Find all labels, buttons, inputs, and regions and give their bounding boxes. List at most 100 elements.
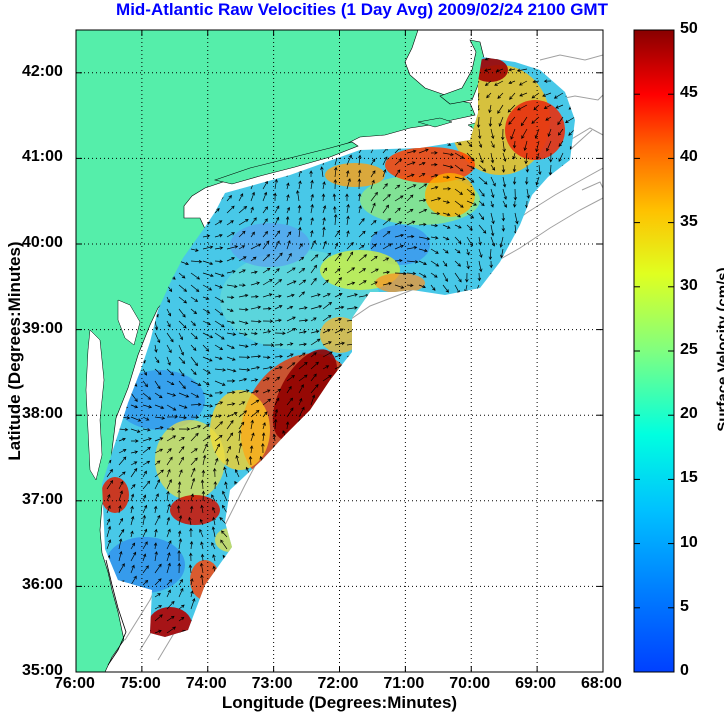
velocity-arrow (454, 212, 461, 218)
velocity-arrow (298, 374, 308, 382)
velocity-arrow (211, 526, 216, 538)
velocity-arrow (322, 301, 333, 310)
velocity-arrow (142, 416, 150, 421)
velocity-arrow (200, 504, 204, 514)
velocity-arrow (525, 164, 530, 173)
velocity-arrow (250, 305, 262, 310)
velocity-arrow (478, 224, 487, 234)
velocity-arrow (118, 456, 127, 466)
velocity-arrow (238, 293, 249, 298)
velocity-arrow (202, 308, 211, 314)
velocity-arrow (225, 457, 230, 466)
velocity-arrow (214, 380, 226, 386)
velocity-arrow (166, 435, 177, 442)
velocity-arrow (214, 272, 225, 277)
velocity-arrow (430, 236, 439, 240)
velocity-arrow (296, 189, 300, 202)
velocity-arrow (466, 164, 476, 170)
velocity-arrow (382, 230, 391, 238)
velocity-arrow (370, 158, 376, 166)
velocity-arrow (466, 212, 475, 219)
velocity-arrow (274, 318, 282, 323)
velocity-arrow (543, 79, 552, 83)
velocity-arrow (212, 516, 216, 526)
velocity-arrow (142, 404, 153, 409)
velocity-arrow (166, 448, 172, 454)
velocity-arrow (177, 489, 181, 502)
velocity-arrow (190, 415, 200, 419)
velocity-arrow (154, 416, 166, 420)
velocity-arrow (261, 442, 265, 454)
velocity-arrow (106, 505, 111, 514)
velocity-arrow (512, 176, 517, 185)
velocity-arrow (118, 448, 127, 454)
velocity-arrow (394, 258, 403, 263)
velocity-arrow (442, 200, 451, 204)
velocity-arrow (442, 152, 454, 157)
velocity-arrow (502, 176, 507, 188)
velocity-arrow (262, 319, 274, 323)
velocity-arrow (178, 587, 184, 598)
velocity-arrow (142, 541, 148, 550)
velocity-arrow (286, 231, 292, 238)
velocity-arrow (238, 355, 251, 360)
velocity-arrow (418, 161, 426, 166)
velocity-arrow (166, 479, 172, 490)
velocity-arrow (166, 528, 171, 538)
velocity-arrow (214, 368, 227, 372)
velocity-arrow (178, 469, 183, 478)
velocity-arrow (274, 408, 279, 418)
velocity-arrow (190, 477, 196, 490)
velocity-arrow (406, 260, 419, 264)
velocity-arrow (466, 224, 473, 231)
velocity-arrow (211, 494, 216, 502)
velocity-arrow (118, 538, 123, 550)
velocity-arrow (250, 331, 258, 336)
velocity-arrow (310, 217, 314, 226)
velocity-arrow (394, 158, 403, 166)
velocity-arrow (513, 188, 518, 201)
velocity-arrow (322, 217, 326, 226)
velocity-arrow (466, 140, 473, 148)
velocity-arrow (358, 230, 366, 238)
velocity-arrow (189, 505, 194, 514)
velocity-arrow (454, 260, 462, 267)
velocity-arrow (370, 231, 378, 238)
velocity-arrow (394, 207, 401, 214)
velocity-arrow (262, 343, 275, 347)
velocity-arrow (177, 549, 181, 562)
velocity-arrow (262, 365, 274, 370)
velocity-arrow (106, 494, 111, 502)
velocity-arrow (226, 332, 237, 336)
velocity-arrow (465, 272, 469, 283)
velocity-arrow (333, 179, 338, 190)
velocity-arrow (154, 629, 162, 634)
velocity-arrow (189, 527, 193, 538)
velocity-arrow (543, 104, 552, 109)
velocity-arrow (142, 437, 152, 442)
velocity-arrow (154, 514, 161, 526)
velocity-arrow (214, 284, 223, 289)
velocity-arrow (547, 128, 552, 137)
velocity-arrow (130, 515, 135, 526)
colorbar-tick-label: 30 (680, 276, 698, 294)
x-tick-label: 75:00 (119, 675, 161, 692)
velocity-arrow (298, 318, 309, 323)
velocity-arrow (238, 245, 246, 250)
velocity-arrow (130, 505, 134, 514)
colorbar-tick-label: 25 (680, 341, 698, 358)
velocity-arrow (190, 296, 199, 302)
velocity-arrow (333, 205, 337, 214)
velocity-arrow (154, 332, 161, 344)
velocity-arrow (190, 248, 199, 252)
velocity-arrow (558, 152, 564, 162)
velocity-arrow (238, 283, 246, 287)
velocity-arrow (238, 410, 248, 418)
velocity-arrow (442, 236, 450, 241)
velocity-arrow (250, 354, 262, 359)
velocity-arrow (394, 221, 403, 226)
velocity-arrow (250, 399, 260, 406)
velocity-arrow (142, 470, 147, 478)
velocity-arrow (190, 590, 194, 598)
velocity-arrow (178, 392, 190, 398)
